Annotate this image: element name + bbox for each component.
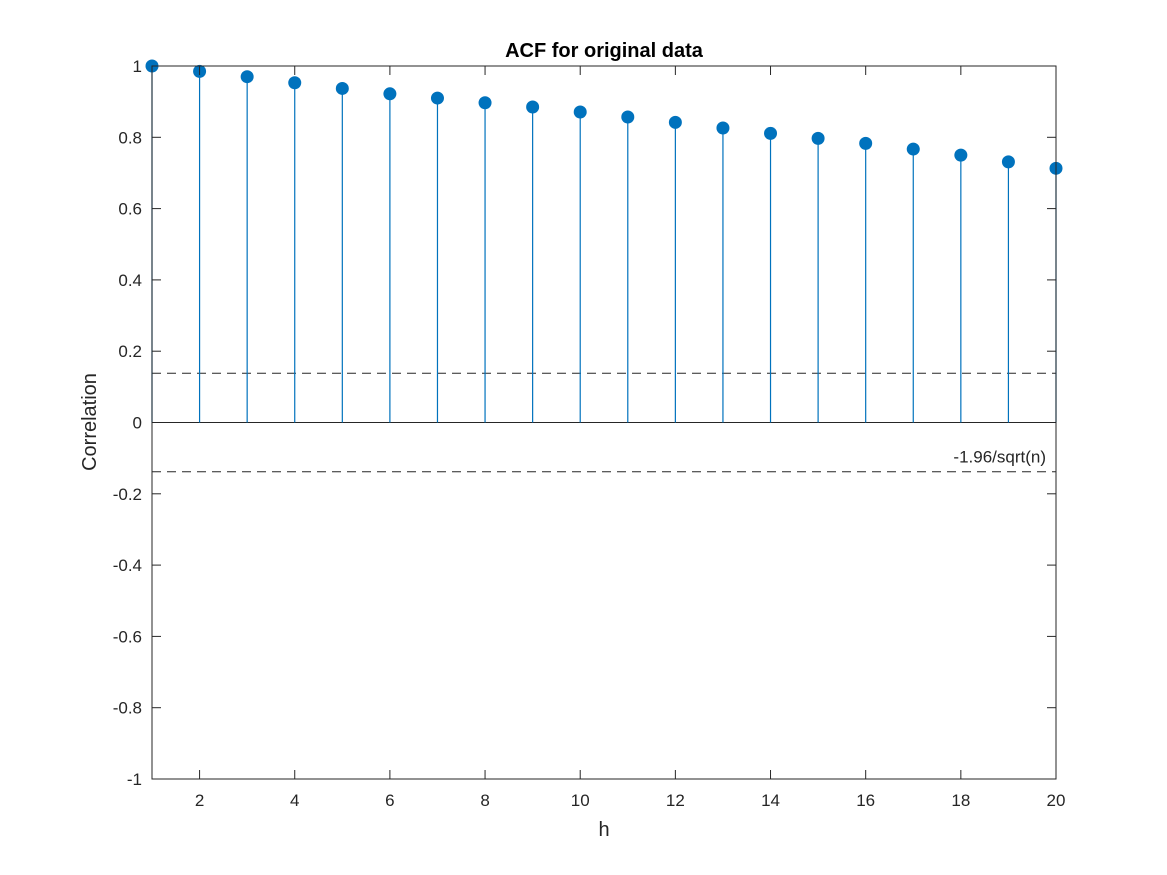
y-tick-label-0.2: 0.2 bbox=[118, 342, 142, 361]
marker-3 bbox=[240, 70, 254, 84]
marker-4 bbox=[288, 76, 302, 90]
y-tick-label-0.6: 0.6 bbox=[118, 200, 142, 219]
y-axis-ticks: -1 -0.8 -0.6 -0.4 -0.2 0 0.2 0.4 0.6 0.8 1 bbox=[113, 57, 1056, 789]
y-tick-label-0.4: 0.4 bbox=[118, 271, 142, 290]
x-tick-label-6: 6 bbox=[385, 791, 394, 810]
x-tick-label-18: 18 bbox=[951, 791, 970, 810]
x-tick-label-8: 8 bbox=[480, 791, 489, 810]
y-tick-label--0.4: -0.4 bbox=[113, 556, 142, 575]
x-tick-label-12: 12 bbox=[666, 791, 685, 810]
marker-16 bbox=[859, 136, 873, 150]
acf-markers bbox=[145, 59, 1063, 175]
marker-15 bbox=[811, 131, 825, 145]
marker-8 bbox=[478, 96, 492, 110]
marker-6 bbox=[383, 87, 397, 101]
x-tick-label-16: 16 bbox=[856, 791, 875, 810]
marker-18 bbox=[954, 148, 968, 162]
chart-title: ACF for original data bbox=[505, 40, 704, 62]
y-tick-label--0.8: -0.8 bbox=[113, 699, 142, 718]
x-tick-label-2: 2 bbox=[195, 791, 204, 810]
marker-12 bbox=[668, 115, 682, 129]
x-axis-title: h bbox=[598, 819, 609, 841]
marker-17 bbox=[906, 142, 920, 156]
marker-10 bbox=[573, 105, 587, 119]
y-tick-label-1: 1 bbox=[133, 57, 142, 76]
marker-19 bbox=[1001, 155, 1015, 169]
marker-7 bbox=[430, 91, 444, 105]
confidence-bounds bbox=[152, 372, 1056, 473]
y-tick-label-0.8: 0.8 bbox=[118, 128, 142, 147]
marker-9 bbox=[526, 100, 540, 114]
acf-stems bbox=[151, 66, 1057, 423]
x-tick-label-10: 10 bbox=[571, 791, 590, 810]
y-tick-label--0.6: -0.6 bbox=[113, 627, 142, 646]
marker-5 bbox=[335, 81, 349, 95]
x-axis-ticks: 2 4 6 8 10 12 14 16 18 20 bbox=[195, 66, 1066, 810]
x-tick-label-20: 20 bbox=[1047, 791, 1066, 810]
x-tick-label-4: 4 bbox=[290, 791, 299, 810]
marker-14 bbox=[764, 126, 778, 140]
bound-label: -1.96/sqrt(n) bbox=[953, 448, 1046, 467]
marker-11 bbox=[621, 110, 635, 124]
y-tick-label--0.2: -0.2 bbox=[113, 485, 142, 504]
x-tick-label-14: 14 bbox=[761, 791, 780, 810]
marker-13 bbox=[716, 121, 730, 135]
y-axis-title: Correlation bbox=[79, 373, 101, 471]
y-tick-label--1: -1 bbox=[127, 770, 142, 789]
y-tick-label-0: 0 bbox=[133, 414, 142, 433]
